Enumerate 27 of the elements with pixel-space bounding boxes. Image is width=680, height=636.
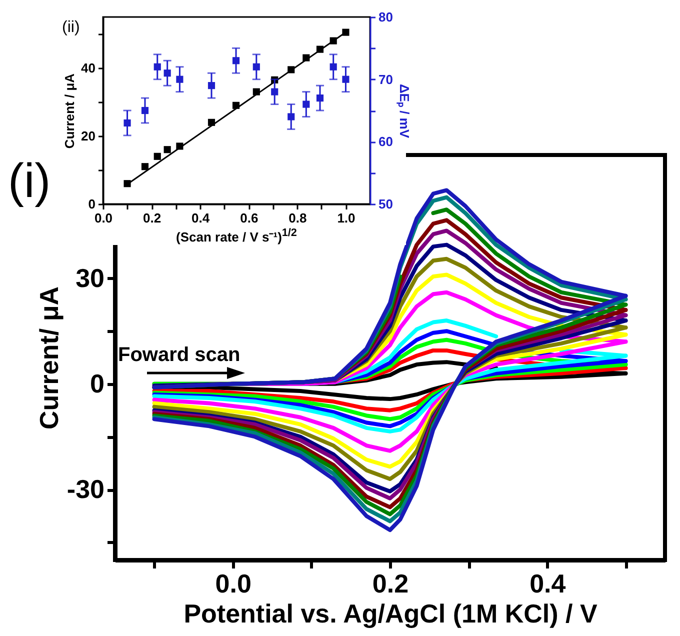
- y-axis-title: Current/ μA: [34, 286, 64, 430]
- text: (i): [8, 155, 51, 208]
- x-tick-label: 0.4: [192, 210, 210, 226]
- x-tick-label: 0.8: [288, 210, 307, 226]
- y-tick-label: 20: [81, 128, 96, 144]
- x-tick-label: 0.2: [143, 210, 162, 226]
- y-tick-label: 0: [90, 368, 104, 398]
- x-tick-label: 0.0: [215, 568, 252, 598]
- y2-axis-title: ΔEₚ / mV: [396, 84, 412, 138]
- annotation: Foward scan: [118, 344, 240, 366]
- y-axis-title: Current / μA: [62, 72, 78, 149]
- y2-tick-label: 50: [378, 196, 393, 212]
- y-tick-label: 30: [76, 262, 104, 293]
- y2-tick-label: 80: [378, 10, 393, 24]
- x-axis-title: Potential vs. Ag/AgCl (1M KCl) / V: [184, 598, 598, 628]
- y2-tick-label: 60: [378, 134, 393, 150]
- y-tick-label: -30: [66, 474, 104, 504]
- y-tick-label: 0: [88, 196, 96, 212]
- y2-tick-label: 70: [378, 72, 393, 87]
- x-tick-label: 0.6: [240, 210, 258, 226]
- text: (ii): [62, 19, 80, 36]
- x-tick-label: 1.0: [337, 210, 356, 226]
- x-axis-title: (Scan rate / V s⁻¹)$^{1/2}$: [175, 227, 298, 244]
- x-tick-label: 0.0: [94, 210, 113, 226]
- y-tick-label: 40: [81, 60, 96, 76]
- x-tick-label: 0.4: [530, 568, 566, 598]
- x-tick-label: 0.2: [372, 568, 409, 598]
